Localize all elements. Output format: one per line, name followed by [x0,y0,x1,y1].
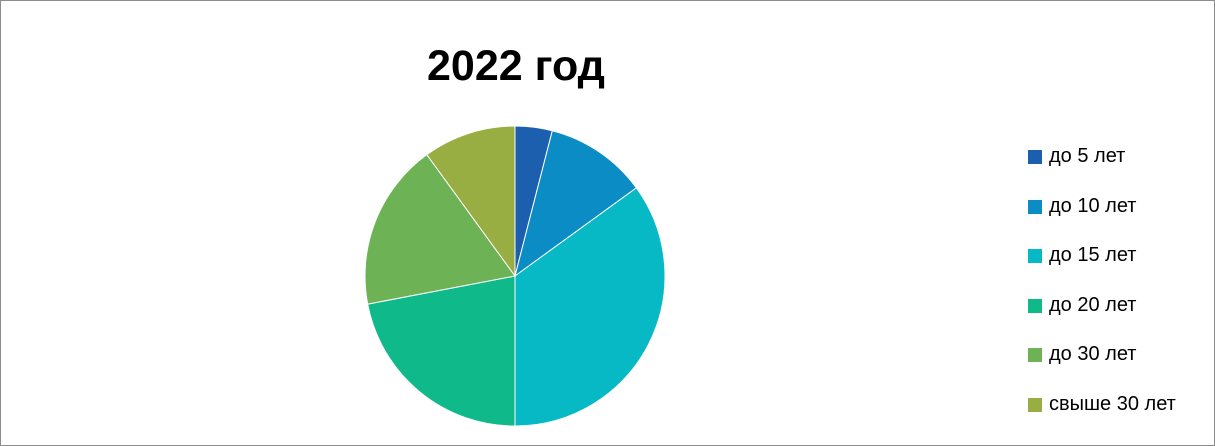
pie-slice-5 [364,153,516,305]
legend-label: до 10 лет [1049,195,1137,217]
pie-slice-6 [426,125,516,278]
legend-label: до 30 лет [1049,343,1137,365]
legend-swatch [1028,398,1042,412]
legend-swatch [1028,150,1042,164]
pie-slice-2 [514,130,638,278]
pie-slice-4 [367,275,516,427]
legend-swatch [1028,299,1042,313]
chart-title: 2022 год [427,42,605,90]
legend-label: до 5 лет [1049,145,1126,167]
legend-label: до 15 лет [1049,244,1137,266]
pie-slice-3 [514,187,666,427]
legend-swatch [1028,348,1042,362]
legend-swatch [1028,200,1042,214]
legend-label: свыше 30 лет [1049,393,1176,415]
legend-swatch [1028,249,1042,263]
legend-label: до 20 лет [1049,294,1137,316]
pie-chart [364,125,666,427]
